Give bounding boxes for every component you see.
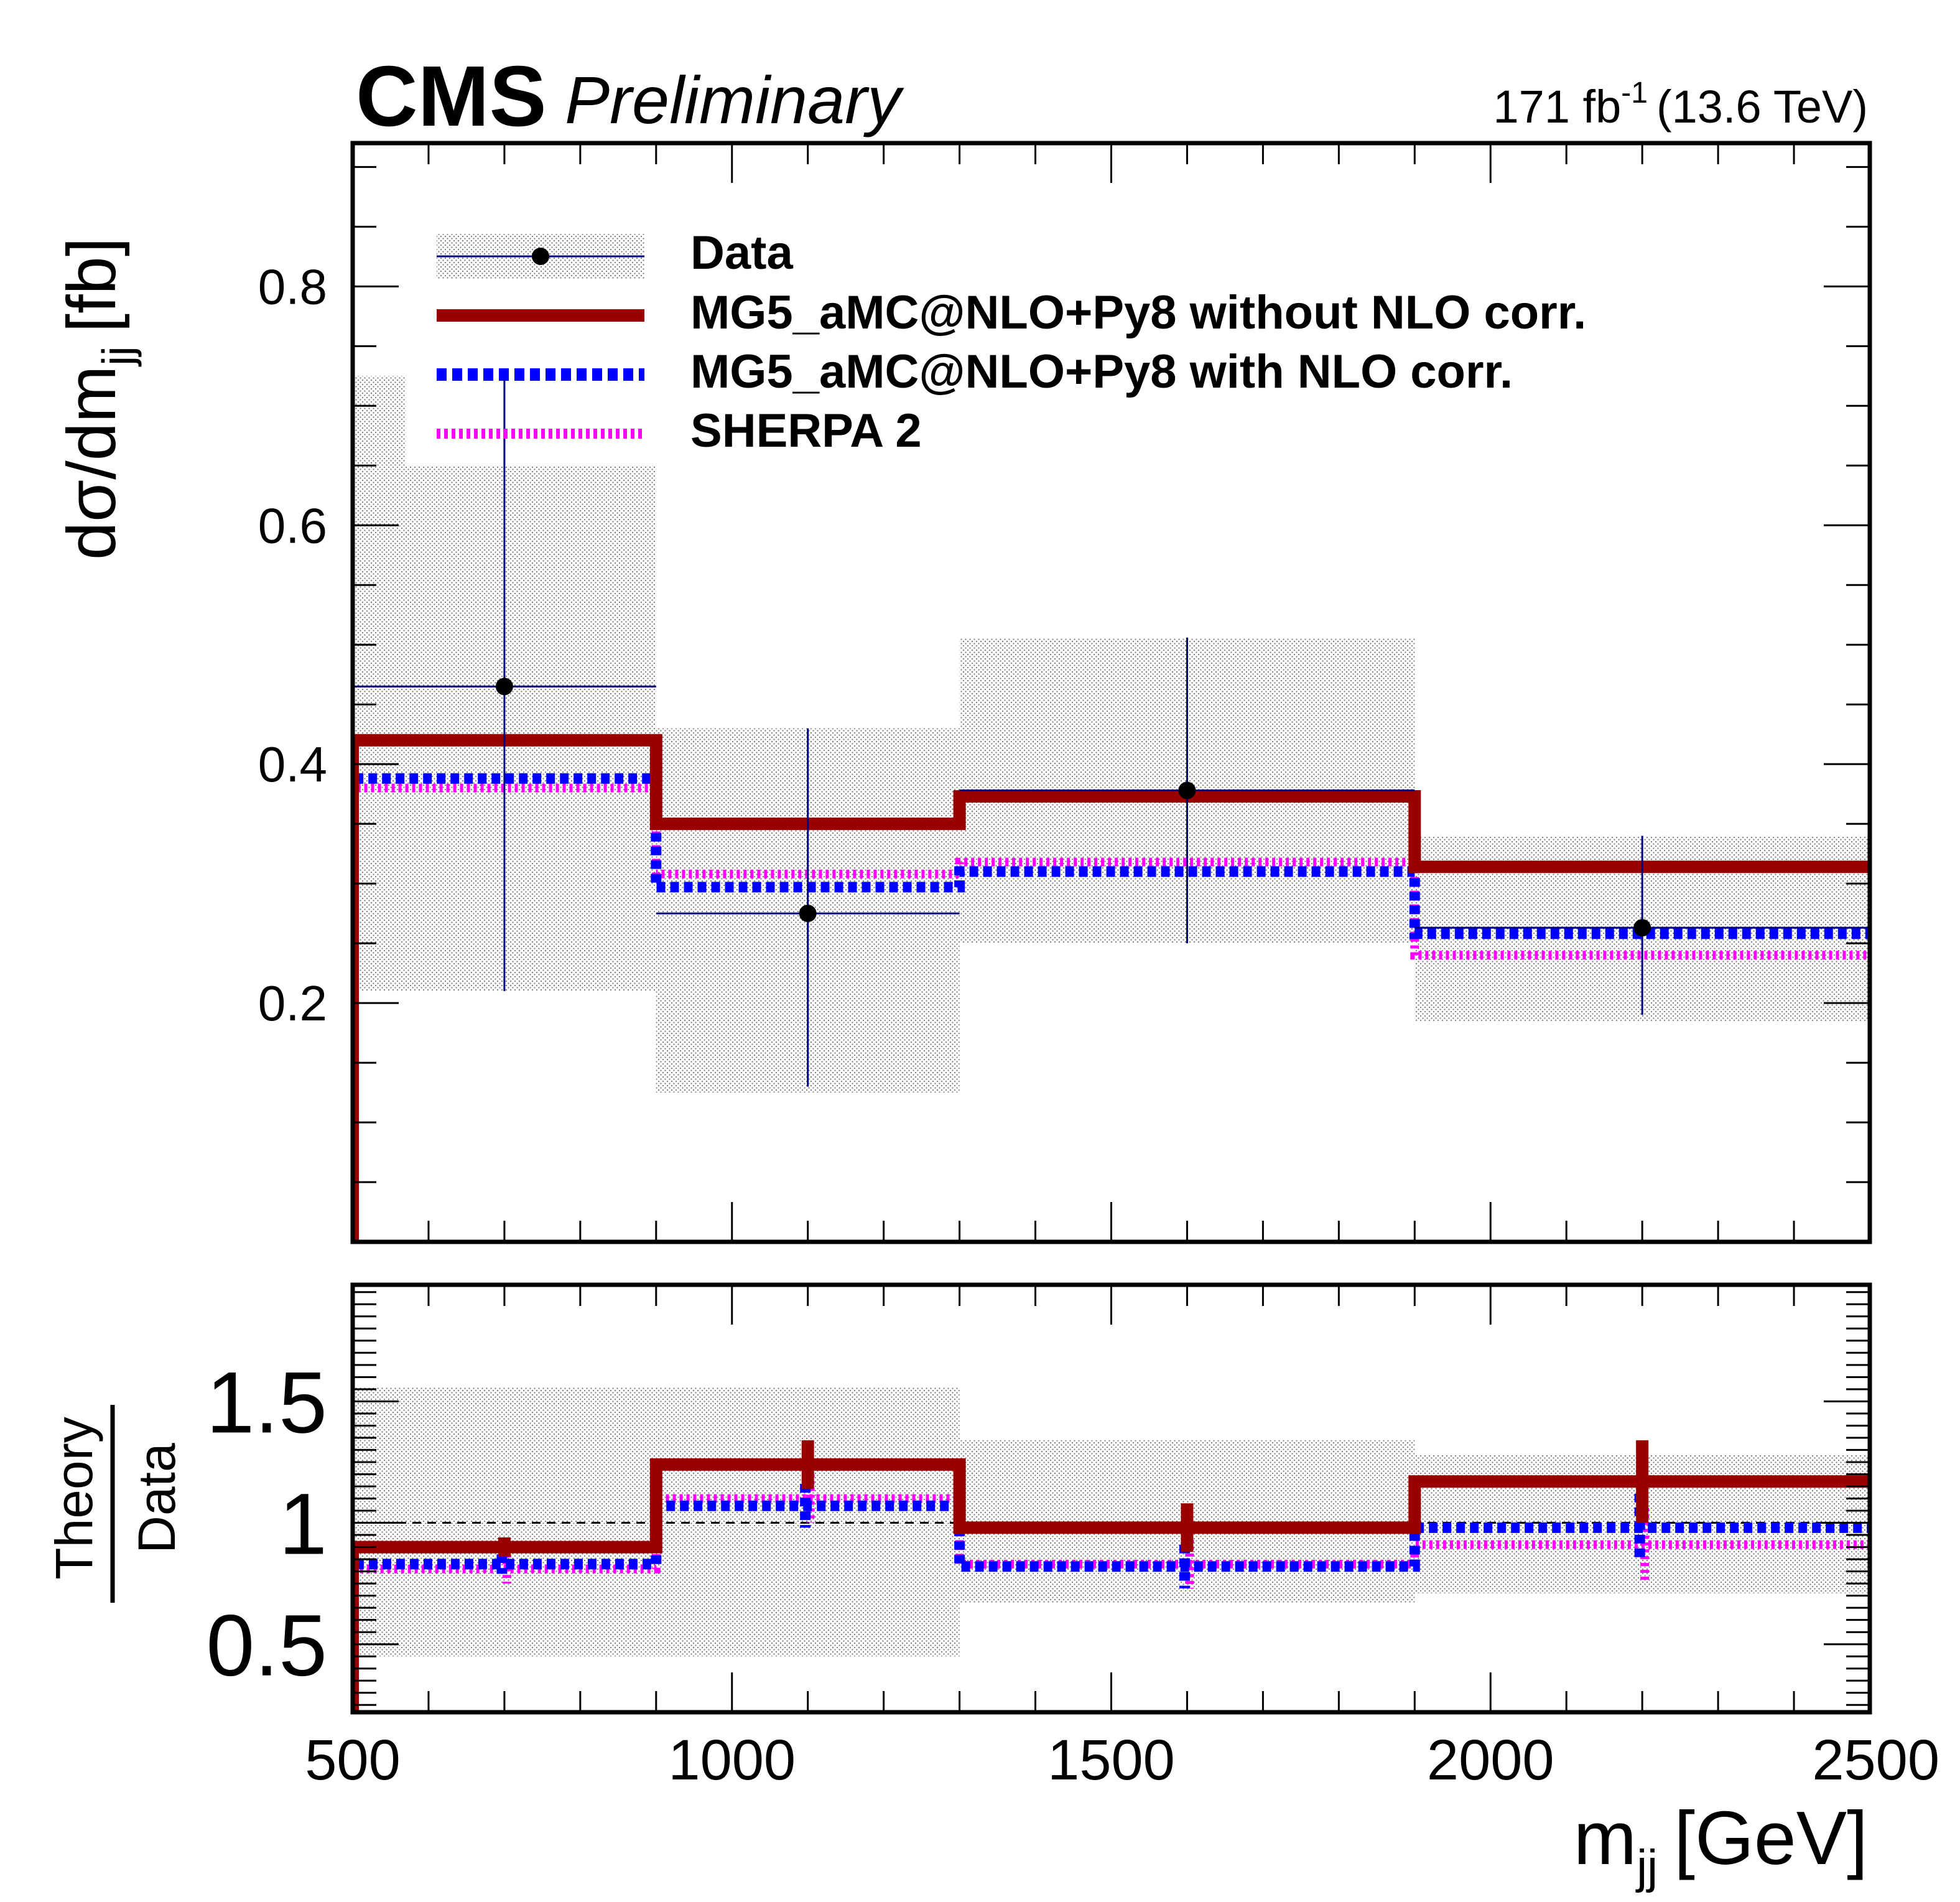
- ratio-theory-curves: [353, 1440, 1870, 1712]
- legend-label-mg5-no-nlo: MG5_aMC@NLO+Py8 without NLO corr.: [690, 286, 1586, 339]
- data-point-3: [1633, 919, 1651, 937]
- energy-value: (13.6 TeV): [1656, 81, 1868, 133]
- ratio-xtick-label: 2500: [1812, 1728, 1939, 1792]
- ratio-xtick-label: 500: [305, 1728, 401, 1792]
- x-axis-title: mjj [GeV]: [1574, 1796, 1868, 1893]
- legend-data-marker: [532, 248, 549, 265]
- legend-label-data: Data: [690, 226, 793, 279]
- main-curve-mg5-nlo: [353, 773, 1870, 1242]
- ratio-y-axis-title: Theory Data: [45, 1405, 186, 1603]
- data-point-2: [1178, 781, 1196, 799]
- x-axis-title-main: m: [1574, 1796, 1637, 1880]
- main-band-bin-0-upper-sliver: [353, 376, 406, 466]
- legend-label-mg5-nlo: MG5_aMC@NLO+Py8 with NLO corr.: [690, 345, 1513, 398]
- main-data-points: [353, 376, 1870, 1087]
- cms-label: CMS: [356, 49, 547, 144]
- main-curve-mg5-no-nlo: [353, 734, 1870, 1242]
- main-ytick-label: 0.2: [258, 976, 327, 1031]
- legend: Data MG5_aMC@NLO+Py8 without NLO corr. M…: [437, 226, 1586, 457]
- main-y-axis-title-main: dσ/dm: [53, 366, 130, 560]
- preliminary-label: Preliminary: [565, 62, 904, 138]
- legend-label-sherpa: SHERPA 2: [690, 404, 922, 457]
- main-ytick-label: 0.6: [258, 498, 327, 553]
- main-y-axis-title: dσ/dmjj [fb]: [53, 238, 142, 560]
- main-theory-curves: [353, 734, 1870, 1242]
- ratio-y-axis-title-numerator: Theory: [45, 1417, 103, 1579]
- ratio-xtick-label: 1500: [1047, 1728, 1175, 1792]
- ratio-band-bin-1: [656, 1386, 960, 1657]
- luminosity-exponent: -1: [1621, 77, 1648, 110]
- ratio-band-bin-0: [353, 1386, 656, 1657]
- ratio-ytick-label: 1.5: [206, 1353, 327, 1451]
- ratio-y-axis-title-denominator: Data: [128, 1443, 186, 1554]
- ratio-xtick-label: 2000: [1427, 1728, 1554, 1792]
- main-ytick-label: 0.4: [258, 737, 327, 792]
- main-curve-sherpa: [353, 783, 1870, 1242]
- data-point-0: [495, 678, 513, 696]
- ratio-xtick-label: 1000: [668, 1728, 796, 1792]
- ratio-ytick-label: 1: [279, 1475, 327, 1573]
- luminosity-value: 171 fb: [1493, 81, 1622, 133]
- data-point-1: [799, 905, 817, 923]
- main-y-axis-title-unit: [fb]: [53, 238, 130, 333]
- main-ytick-label: 0.8: [258, 259, 327, 314]
- ratio-axes: 0.5 1 1.5 500 1000 1500 2000 2500: [206, 1282, 1939, 1792]
- luminosity-label: 171 fb-1 (13.6 TeV): [1493, 77, 1868, 133]
- ratio-curve-mg5-no-nlo: [353, 1458, 1870, 1712]
- main-axes: 0.2 0.4 0.6 0.8: [258, 141, 1872, 1244]
- main-y-axis-title-sub: jj: [93, 346, 142, 366]
- x-axis-title-sub: jj: [1635, 1840, 1658, 1893]
- ratio-ytick-label: 0.5: [206, 1597, 327, 1694]
- x-axis-title-unit: [GeV]: [1674, 1796, 1868, 1880]
